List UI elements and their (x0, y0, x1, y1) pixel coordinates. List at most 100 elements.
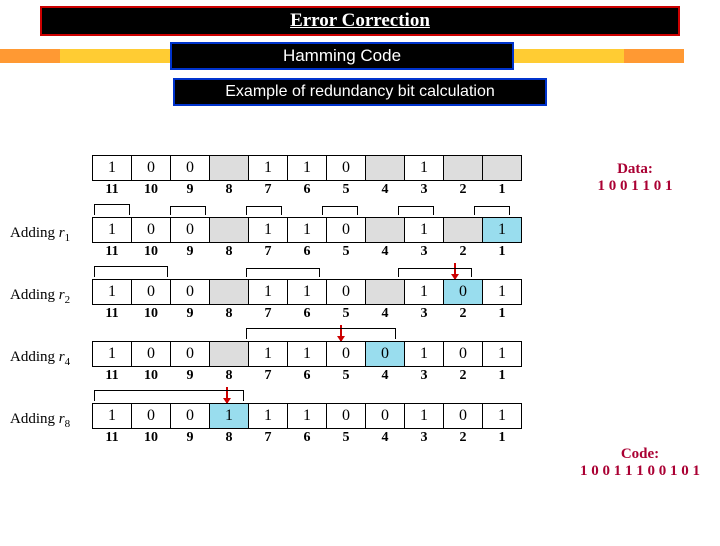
position-cell: 10 (132, 367, 171, 386)
position-cell: 3 (405, 367, 444, 386)
bracket (322, 206, 358, 215)
position-cell: 4 (366, 429, 405, 448)
position-cell: 6 (288, 367, 327, 386)
bit-cell: 1 (483, 404, 522, 429)
bit-cell: 1 (483, 218, 522, 243)
position-cell: 2 (444, 367, 483, 386)
bit-cell: 0 (444, 404, 483, 429)
position-cell: 7 (249, 305, 288, 324)
position-cell: 5 (327, 305, 366, 324)
position-cell: 2 (444, 181, 483, 200)
position-cell: 2 (444, 243, 483, 262)
bracket (474, 206, 510, 215)
bit-cell: 0 (132, 218, 171, 243)
position-cell: 5 (327, 181, 366, 200)
position-cell: 4 (366, 367, 405, 386)
bracket (170, 206, 206, 215)
title-bar: Error Correction (40, 6, 680, 36)
position-cell: 6 (288, 181, 327, 200)
position-cell: 3 (405, 305, 444, 324)
bit-cell: 1 (405, 404, 444, 429)
position-cell: 11 (93, 181, 132, 200)
bit-cell: 0 (366, 342, 405, 367)
bit-table: 100111001011110987654321 (92, 403, 522, 447)
bit-cell: 1 (93, 342, 132, 367)
bit-cell (483, 156, 522, 181)
subtitle-text: Hamming Code (283, 46, 401, 65)
bracket (246, 268, 320, 277)
position-cell: 9 (171, 367, 210, 386)
bit-row: Adding r410011001011110987654321 (10, 327, 710, 389)
bit-cell: 1 (405, 342, 444, 367)
position-cell: 7 (249, 181, 288, 200)
bit-cell (210, 156, 249, 181)
position-cell: 8 (210, 243, 249, 262)
position-cell: 6 (288, 429, 327, 448)
bit-cell (210, 280, 249, 305)
bracket (94, 266, 168, 277)
bit-cell: 1 (288, 342, 327, 367)
position-cell: 7 (249, 367, 288, 386)
position-cell: 4 (366, 243, 405, 262)
position-cell: 9 (171, 305, 210, 324)
example-row: Example of redundancy bit calculation (0, 78, 720, 106)
position-cell: 7 (249, 243, 288, 262)
stripe (60, 49, 170, 63)
stripe (514, 49, 624, 63)
bit-cell: 0 (327, 404, 366, 429)
bit-cell (444, 218, 483, 243)
bit-cell: 1 (405, 218, 444, 243)
position-cell: 2 (444, 305, 483, 324)
position-cell: 5 (327, 429, 366, 448)
position-cell: 11 (93, 429, 132, 448)
position-cell: 6 (288, 243, 327, 262)
bit-cell: 0 (444, 342, 483, 367)
bit-cell (210, 342, 249, 367)
bit-row: Adding r1100110111110987654321 (10, 203, 710, 265)
bit-cell: 0 (171, 280, 210, 305)
position-cell: 7 (249, 429, 288, 448)
bracket (94, 390, 244, 401)
position-cell: 5 (327, 367, 366, 386)
row-label: Adding r1 (10, 225, 70, 244)
row-label: Adding r4 (10, 349, 70, 368)
bit-cell: 0 (327, 156, 366, 181)
example-box: Example of redundancy bit calculation (173, 78, 547, 106)
position-cell: 11 (93, 367, 132, 386)
data-label: Data: 1 0 0 1 1 0 1 (560, 161, 710, 195)
bit-cell: 1 (93, 280, 132, 305)
bit-cell: 1 (249, 280, 288, 305)
bit-row: Adding r8100111001011110987654321 (10, 389, 710, 451)
bit-cell (366, 218, 405, 243)
position-cell: 8 (210, 367, 249, 386)
bit-cell: 0 (171, 404, 210, 429)
position-cell: 10 (132, 305, 171, 324)
title-text: Error Correction (290, 10, 430, 31)
stripe (0, 49, 60, 63)
bit-cell: 1 (93, 218, 132, 243)
position-cell: 6 (288, 305, 327, 324)
position-cell: 10 (132, 243, 171, 262)
bit-cell (444, 156, 483, 181)
bit-table: 10011011110987654321 (92, 155, 522, 199)
position-cell: 2 (444, 429, 483, 448)
position-cell: 1 (483, 243, 522, 262)
bit-cell: 1 (210, 404, 249, 429)
bit-cell: 0 (327, 280, 366, 305)
bit-cell: 0 (171, 218, 210, 243)
position-cell: 3 (405, 181, 444, 200)
position-cell: 11 (93, 243, 132, 262)
bit-cell (366, 280, 405, 305)
position-cell: 4 (366, 181, 405, 200)
bit-cell: 0 (132, 156, 171, 181)
bit-cell: 1 (288, 156, 327, 181)
position-cell: 1 (483, 429, 522, 448)
position-cell: 9 (171, 429, 210, 448)
example-text: Example of redundancy bit calculation (225, 83, 495, 100)
bracket (94, 204, 130, 215)
bit-table: 10011001011110987654321 (92, 341, 522, 385)
bit-cell: 1 (93, 156, 132, 181)
position-cell: 11 (93, 305, 132, 324)
bit-cell: 1 (93, 404, 132, 429)
bit-cell: 1 (405, 156, 444, 181)
